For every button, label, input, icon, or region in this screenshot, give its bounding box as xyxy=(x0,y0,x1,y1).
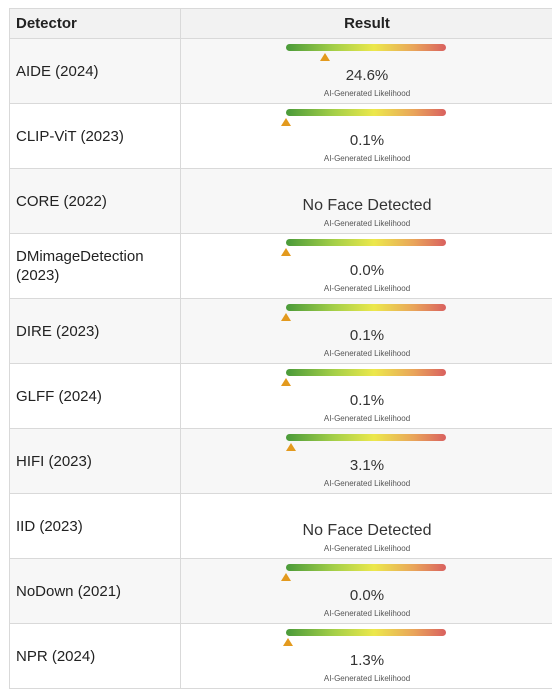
likelihood-value: 3.1% xyxy=(349,457,385,474)
likelihood-caption: AI-Generated Likelihood xyxy=(323,284,411,293)
result-cell: 0.0% AI-Generated Likelihood xyxy=(181,234,552,298)
result-cell: 0.0% AI-Generated Likelihood xyxy=(181,559,552,623)
table-row: HIFI (2023) 3.1% AI-Generated Likelihood xyxy=(10,429,552,494)
result-cell: 3.1% AI-Generated Likelihood xyxy=(181,429,552,493)
likelihood-marker-icon xyxy=(281,378,292,386)
likelihood-marker-icon xyxy=(320,53,331,61)
table-row: DIRE (2023) 0.1% AI-Generated Likelihood xyxy=(10,299,552,364)
table-row: AIDE (2024) 24.6% AI-Generated Likelihood xyxy=(10,39,552,104)
result-cell: No Face Detected AI-Generated Likelihood xyxy=(181,169,552,233)
no-face-message: No Face Detected xyxy=(302,197,432,214)
table-row: NPR (2024) 1.3% AI-Generated Likelihood xyxy=(10,624,552,689)
detector-name: CLIP-ViT (2023) xyxy=(10,104,181,168)
detector-name: DMimageDetection (2023) xyxy=(10,234,181,298)
result-column-header: Result xyxy=(344,15,390,32)
likelihood-value: 0.0% xyxy=(349,587,385,604)
likelihood-gradient-bar xyxy=(286,434,446,441)
likelihood-value: 0.1% xyxy=(349,392,385,409)
likelihood-gradient-bar xyxy=(286,304,446,311)
likelihood-gradient-bar xyxy=(286,564,446,571)
result-cell: 0.1% AI-Generated Likelihood xyxy=(181,299,552,363)
table-row: GLFF (2024) 0.1% AI-Generated Likelihood xyxy=(10,364,552,429)
likelihood-gradient-bar xyxy=(286,629,446,636)
result-cell: 0.1% AI-Generated Likelihood xyxy=(181,364,552,428)
likelihood-gradient-bar xyxy=(286,369,446,376)
detector-name: CORE (2022) xyxy=(10,169,181,233)
result-cell: 1.3% AI-Generated Likelihood xyxy=(181,624,552,688)
likelihood-caption: AI-Generated Likelihood xyxy=(323,219,411,228)
table-row: IID (2023) No Face Detected AI-Generated L… xyxy=(10,494,552,559)
detector-name: HIFI (2023) xyxy=(10,429,181,493)
detector-name: NoDown (2021) xyxy=(10,559,181,623)
likelihood-value: 0.1% xyxy=(349,132,385,149)
table-row: CLIP-ViT (2023) 0.1% AI-Generated Likeliho… xyxy=(10,104,552,169)
likelihood-value: 1.3% xyxy=(349,652,385,669)
likelihood-caption: AI-Generated Likelihood xyxy=(323,89,411,98)
no-face-message: No Face Detected xyxy=(302,522,432,539)
likelihood-gradient-bar xyxy=(286,44,446,51)
detector-column-header: Detector xyxy=(10,9,181,38)
likelihood-marker-icon xyxy=(281,573,291,581)
likelihood-marker-icon xyxy=(285,443,296,451)
likelihood-caption: AI-Generated Likelihood xyxy=(323,544,411,553)
likelihood-caption: AI-Generated Likelihood xyxy=(323,674,411,683)
likelihood-gradient-bar xyxy=(286,109,446,116)
likelihood-caption: AI-Generated Likelihood xyxy=(323,609,411,618)
likelihood-value: 0.1% xyxy=(349,327,385,344)
result-cell: 24.6% AI-Generated Likelihood xyxy=(181,39,552,103)
likelihood-caption: AI-Generated Likelihood xyxy=(323,349,411,358)
likelihood-value: 24.6% xyxy=(345,67,389,84)
table-row: DMimageDetection (2023) 0.0% AI-Generated … xyxy=(10,234,552,299)
detector-name: AIDE (2024) xyxy=(10,39,181,103)
likelihood-marker-icon xyxy=(283,638,294,646)
likelihood-gradient-bar xyxy=(286,239,446,246)
likelihood-caption: AI-Generated Likelihood xyxy=(323,414,411,423)
detector-name: NPR (2024) xyxy=(10,624,181,688)
likelihood-value: 0.0% xyxy=(349,262,385,279)
detector-name: DIRE (2023) xyxy=(10,299,181,363)
likelihood-caption: AI-Generated Likelihood xyxy=(323,479,411,488)
table-row: NoDown (2021) 0.0% AI-Generated Likelihood xyxy=(10,559,552,624)
table-header: Detector Result xyxy=(10,9,552,39)
detector-results-table: Detector Result AIDE (2024) 24.6% AI-Gener… xyxy=(9,8,552,689)
detector-name: IID (2023) xyxy=(10,494,181,558)
table-body: AIDE (2024) 24.6% AI-Generated Likelihood C… xyxy=(10,39,552,689)
likelihood-caption: AI-Generated Likelihood xyxy=(323,154,411,163)
result-cell: No Face Detected AI-Generated Likelihood xyxy=(181,494,552,558)
result-cell: 0.1% AI-Generated Likelihood xyxy=(181,104,552,168)
table-row: CORE (2022) No Face Detected AI-Generated … xyxy=(10,169,552,234)
likelihood-marker-icon xyxy=(281,118,292,126)
likelihood-marker-icon xyxy=(281,248,291,256)
detector-name: GLFF (2024) xyxy=(10,364,181,428)
likelihood-marker-icon xyxy=(281,313,292,321)
